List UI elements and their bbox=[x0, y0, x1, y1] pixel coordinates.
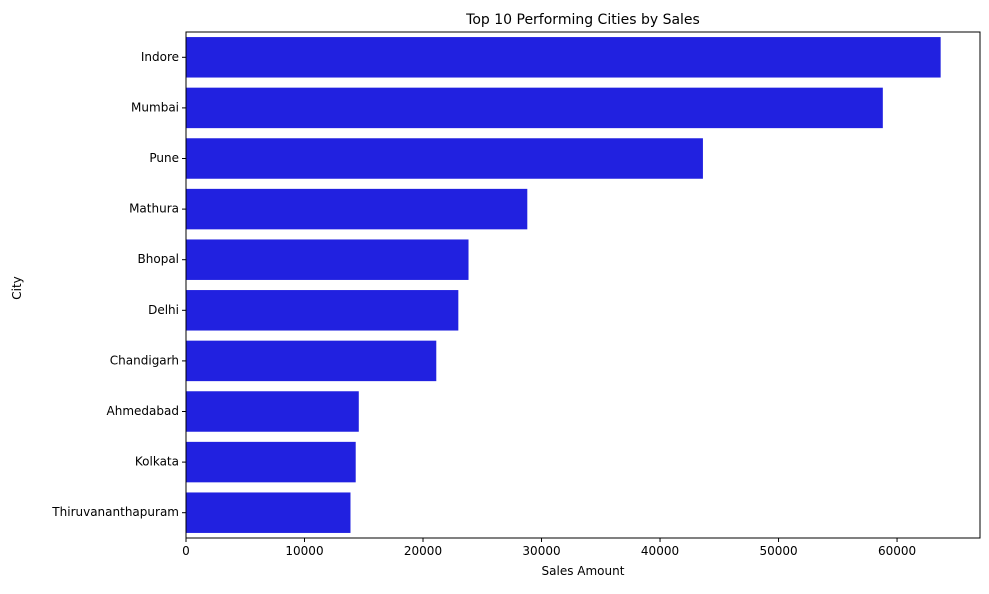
bar-mathura bbox=[186, 188, 528, 230]
y-tick-label: Ahmedabad bbox=[107, 404, 179, 418]
bar-delhi bbox=[186, 290, 459, 331]
bars-layer bbox=[186, 37, 941, 533]
y-tick-label: Bhopal bbox=[138, 252, 179, 266]
y-tick-label: Kolkata bbox=[135, 455, 179, 469]
bar-chandigarh bbox=[186, 340, 437, 382]
y-tick-label: Mathura bbox=[129, 202, 179, 216]
x-tick-label: 10000 bbox=[285, 544, 323, 558]
x-tick-label: 30000 bbox=[522, 544, 560, 558]
y-tick-label: Indore bbox=[141, 50, 179, 64]
bar-ahmedabad bbox=[186, 391, 359, 432]
x-axis-label: Sales Amount bbox=[542, 564, 625, 578]
bar-bhopal bbox=[186, 239, 469, 280]
bar-pune bbox=[186, 138, 703, 179]
x-tick-label: 40000 bbox=[641, 544, 679, 558]
y-tick-label: Pune bbox=[149, 151, 179, 165]
bar-kolkata bbox=[186, 441, 356, 483]
y-tick-label: Mumbai bbox=[131, 100, 179, 114]
y-axis-ticks: Indore Mumbai Pune Mathura Bhopal Delhi Chandi… bbox=[51, 50, 186, 519]
x-tick-label: 20000 bbox=[404, 544, 442, 558]
x-tick-label: 60000 bbox=[878, 544, 916, 558]
x-tick-label: 50000 bbox=[759, 544, 797, 558]
plot-border bbox=[185, 31, 981, 539]
axes-frame bbox=[185, 31, 981, 539]
bar-thiruvananthapuram bbox=[186, 492, 351, 533]
bar-mumbai bbox=[186, 87, 883, 129]
y-tick-label: Chandigarh bbox=[110, 353, 179, 367]
x-tick-label: 0 bbox=[182, 544, 190, 558]
y-axis-label: City bbox=[10, 276, 24, 300]
y-tick-label: Thiruvananthapuram bbox=[51, 505, 179, 519]
x-axis-ticks: 0 10000 20000 30000 40000 50000 60000 bbox=[182, 538, 916, 558]
bar-indore bbox=[186, 37, 941, 78]
chart-title: Top 10 Performing Cities by Sales bbox=[465, 12, 700, 28]
y-tick-label: Delhi bbox=[148, 303, 179, 317]
